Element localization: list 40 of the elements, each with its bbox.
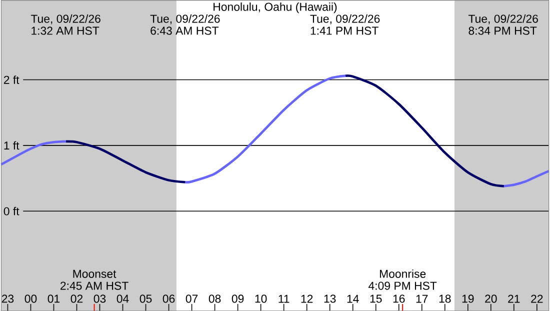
annotation: 8:34 PM HST [468,26,537,35]
x-tick-label: 20 [485,294,497,303]
x-tick-label: 23 [2,294,14,303]
x-tick-label: 21 [508,294,520,303]
x-tick-label: 05 [140,294,152,303]
x-tick-label: 09 [232,294,244,303]
x-tick-label: 01 [48,294,60,303]
x-tick-label: 17 [416,294,428,303]
x-tick-label: 16 [393,294,405,303]
x-tick-label: 18 [439,294,451,303]
x-tick-label: 07 [186,294,198,303]
chart-title: Honolulu, Oahu (Hawaii) [214,2,337,13]
annotation: Moonrise [380,269,426,278]
annotation: 6:43 AM HST [150,26,219,35]
annotation: Tue, 09/22/26 [310,14,380,24]
x-tick-label: 12 [301,294,313,303]
annotation: 1:41 PM HST [310,26,378,35]
x-tick-label: 03 [94,294,106,303]
x-tick-label: 02 [70,294,83,303]
x-tick-label: 11 [278,294,290,303]
x-tick-label: 04 [116,294,129,303]
x-tick-label: 00 [24,294,37,303]
x-tick-label: 08 [208,294,221,303]
annotation: Tue, 09/22/26 [468,14,538,24]
annotation: Tue, 09/22/26 [30,14,100,24]
annotation: 4:09 PM HST [368,282,437,290]
x-tick-label: 15 [370,294,382,303]
x-tick-label: 14 [347,294,359,303]
annotation: Tue, 09/22/26 [150,14,220,24]
annotation: 1:32 AM HST [32,26,100,35]
x-tick-label: 06 [162,294,175,303]
annotation: Moonset [73,270,116,278]
x-tick-label: 10 [255,294,267,303]
x-tick-label: 13 [324,294,336,303]
y-tick-label: 2 ft [4,75,20,84]
annotation: 2:45 AM HST [60,282,128,290]
x-tick-label: 22 [531,294,543,303]
x-tick-label: 19 [462,294,474,303]
y-tick-label: 1 ft [4,141,20,150]
y-tick-label: 0 ft [4,206,20,216]
